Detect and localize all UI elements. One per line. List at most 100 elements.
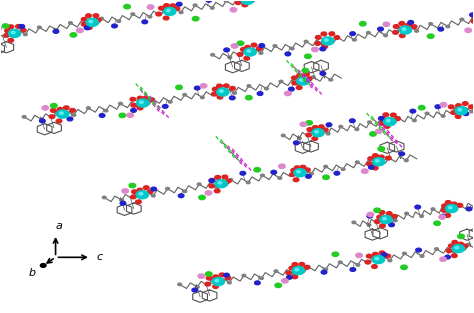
Circle shape	[64, 106, 69, 110]
Circle shape	[194, 86, 200, 90]
Circle shape	[195, 286, 199, 288]
Circle shape	[429, 23, 433, 25]
Circle shape	[240, 48, 246, 51]
Circle shape	[321, 32, 327, 36]
Circle shape	[335, 36, 339, 38]
Circle shape	[374, 208, 381, 213]
Circle shape	[226, 179, 231, 183]
Circle shape	[405, 23, 411, 27]
Circle shape	[299, 263, 305, 266]
Circle shape	[304, 265, 310, 269]
Circle shape	[244, 56, 250, 60]
Circle shape	[259, 52, 263, 54]
Circle shape	[339, 126, 343, 128]
Circle shape	[324, 268, 328, 270]
Circle shape	[241, 2, 245, 5]
Circle shape	[297, 83, 301, 85]
Circle shape	[256, 47, 262, 50]
Circle shape	[246, 95, 252, 100]
Circle shape	[381, 253, 387, 256]
Circle shape	[463, 112, 469, 115]
Circle shape	[319, 125, 324, 129]
Circle shape	[293, 178, 299, 182]
Circle shape	[201, 96, 204, 99]
Circle shape	[396, 116, 400, 119]
Circle shape	[399, 152, 404, 156]
Circle shape	[254, 167, 261, 172]
Circle shape	[53, 30, 59, 33]
Circle shape	[296, 86, 302, 90]
Circle shape	[76, 28, 83, 33]
Circle shape	[137, 96, 143, 100]
Circle shape	[206, 0, 212, 2]
Circle shape	[285, 52, 291, 56]
Circle shape	[69, 22, 73, 24]
Circle shape	[214, 189, 220, 193]
Circle shape	[445, 255, 450, 259]
Circle shape	[2, 24, 9, 28]
Circle shape	[466, 207, 472, 211]
Circle shape	[379, 211, 385, 214]
Circle shape	[326, 132, 330, 135]
Circle shape	[86, 14, 91, 18]
Circle shape	[442, 204, 447, 208]
Circle shape	[118, 102, 122, 105]
Circle shape	[454, 108, 458, 110]
Circle shape	[297, 74, 302, 77]
Circle shape	[367, 224, 371, 226]
Text: b: b	[29, 268, 36, 278]
Circle shape	[55, 111, 58, 114]
Circle shape	[292, 76, 297, 80]
Circle shape	[380, 224, 385, 228]
Circle shape	[355, 128, 359, 131]
Circle shape	[229, 179, 233, 181]
Circle shape	[378, 27, 383, 31]
Circle shape	[356, 161, 359, 163]
Circle shape	[134, 192, 138, 194]
Circle shape	[205, 191, 212, 195]
Circle shape	[217, 95, 223, 99]
Circle shape	[274, 270, 278, 272]
Circle shape	[120, 199, 124, 201]
Circle shape	[211, 54, 215, 56]
Circle shape	[19, 25, 25, 28]
Circle shape	[215, 180, 228, 188]
Circle shape	[379, 251, 385, 255]
Circle shape	[398, 27, 401, 29]
Circle shape	[178, 194, 184, 198]
Circle shape	[147, 190, 153, 194]
Circle shape	[257, 92, 263, 95]
Circle shape	[162, 8, 166, 11]
Circle shape	[368, 166, 374, 169]
Circle shape	[306, 265, 310, 268]
Circle shape	[440, 103, 447, 107]
Circle shape	[292, 273, 295, 275]
Circle shape	[242, 3, 248, 7]
Circle shape	[259, 44, 264, 47]
Circle shape	[291, 168, 296, 172]
Circle shape	[6, 31, 10, 33]
Circle shape	[425, 112, 429, 115]
Circle shape	[334, 172, 340, 175]
Circle shape	[462, 244, 468, 248]
Circle shape	[242, 49, 246, 52]
Circle shape	[49, 115, 55, 119]
Circle shape	[298, 137, 301, 139]
Circle shape	[415, 30, 419, 32]
Circle shape	[300, 79, 303, 81]
Circle shape	[129, 183, 136, 188]
Circle shape	[310, 172, 313, 175]
Circle shape	[451, 202, 457, 206]
Circle shape	[367, 214, 373, 218]
Circle shape	[295, 269, 299, 271]
Circle shape	[415, 205, 420, 209]
Circle shape	[102, 196, 106, 199]
Circle shape	[411, 25, 417, 28]
Circle shape	[224, 273, 229, 277]
Circle shape	[435, 105, 441, 109]
Circle shape	[404, 159, 408, 162]
Circle shape	[86, 26, 92, 29]
Circle shape	[170, 4, 176, 8]
Circle shape	[451, 110, 456, 114]
Circle shape	[393, 30, 398, 34]
